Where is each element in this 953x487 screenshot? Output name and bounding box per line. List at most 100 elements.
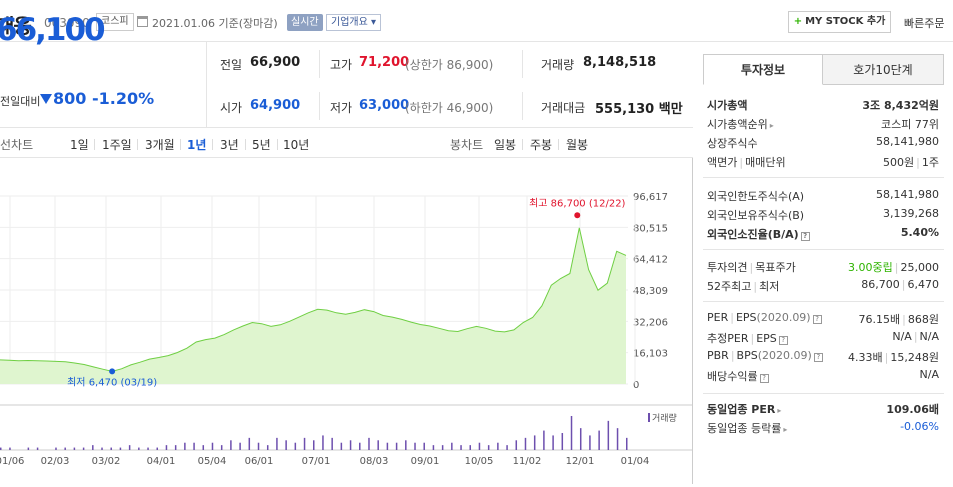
volume-bar <box>276 437 278 450</box>
industry-per-row[interactable]: 동일업종 PER ▸ 109.06배 <box>707 403 939 416</box>
y-tick-label: 96,617 <box>633 192 668 203</box>
line-chart-label: 선차트 <box>0 138 34 152</box>
volume-bar <box>543 430 545 450</box>
pbr-bps-row: PBR | BPS(2020.09)? 4.33배 | 15,248원 <box>707 349 939 364</box>
y-tick-label: 16,103 <box>633 349 668 360</box>
volume-bar <box>589 435 591 450</box>
help-icon[interactable]: ? <box>800 232 810 241</box>
price-chart[interactable]: 96,617 80,515 64,412 48,309 32,206 16,103 0 01/… <box>0 158 693 484</box>
volume-bar <box>414 442 416 450</box>
realtime-button[interactable]: 실시간 <box>287 14 323 31</box>
min-marker <box>109 368 116 375</box>
volume-bar <box>423 442 425 450</box>
tab-monthly[interactable]: 월봉 <box>566 138 589 152</box>
volume-bar <box>386 442 389 450</box>
tab-1y[interactable]: 1년 <box>187 138 207 152</box>
volume-bar <box>561 433 564 450</box>
foreign-limit-row: 외국인한도주식수(A) 58,141,980 <box>707 188 939 203</box>
help-icon[interactable]: ? <box>812 315 822 324</box>
quick-order-link[interactable]: 빠른주문 <box>904 17 945 30</box>
volume-bar <box>497 442 499 450</box>
volume-bar <box>368 437 370 450</box>
x-tick-label: 02/03 <box>41 456 70 467</box>
volume-bar <box>147 447 149 450</box>
volume-bar <box>552 435 554 450</box>
amount-value: 555,130 백만 <box>595 102 683 117</box>
tab-daily[interactable]: 일봉 <box>494 138 517 152</box>
chart-area: 96,617 80,515 64,412 48,309 32,206 16,103 0 01/… <box>0 158 693 484</box>
help-icon[interactable]: ? <box>813 353 823 362</box>
volume-bar <box>165 445 168 450</box>
w52-row: 52주최고 | 최저 86,700 | 6,470 <box>707 278 939 293</box>
tab-10y[interactable]: 10년 <box>283 138 310 152</box>
open-label: 시가 <box>220 101 243 115</box>
price-area-fill <box>0 227 626 384</box>
y-tick-label: 0 <box>633 380 639 391</box>
tab-1d[interactable]: 1일 <box>70 138 89 152</box>
volume-bar <box>294 442 297 450</box>
volume-bar <box>303 437 306 450</box>
volume-bar <box>395 442 398 450</box>
foreign-hold-row: 외국인보유주식수(B) 3,139,268 <box>707 207 939 222</box>
tab-3y[interactable]: 3년 <box>220 138 239 152</box>
current-price: 66,100 <box>0 12 106 48</box>
volume-bar <box>313 440 315 450</box>
volume-bar <box>266 445 269 450</box>
volume-bar <box>598 430 600 450</box>
face-unit-row: 액면가 | 매매단위 500원 | 1주 <box>707 156 939 169</box>
price-line <box>0 227 627 372</box>
volume-bar <box>607 420 610 450</box>
y-tick-label: 32,206 <box>633 317 668 328</box>
low-label: 저가 <box>330 101 353 115</box>
volume-bar <box>377 440 379 450</box>
y-tick-label: 64,412 <box>633 255 668 266</box>
min-label: 최저 6,470 (03/19) <box>67 376 157 388</box>
tab-3m[interactable]: 3개월 <box>145 138 175 152</box>
x-tick-label: 01/06 <box>0 456 24 467</box>
y-tick-label: 80,515 <box>633 223 668 234</box>
help-icon[interactable]: ? <box>778 336 788 345</box>
volume-bar <box>570 416 573 450</box>
volume-bar <box>285 440 287 450</box>
cap-rank-row[interactable]: 시가총액순위 ▸ 코스피 77위 <box>707 118 939 131</box>
high-label: 고가 <box>330 58 353 72</box>
caret-right-icon: ▸ <box>769 121 774 130</box>
chart-tabs <box>0 128 693 158</box>
volume-bar <box>441 445 444 450</box>
trade-date: 2021.01.06 기준(장마감) <box>152 17 278 30</box>
dividend-row: 배당수익률? N/A <box>707 368 939 383</box>
max-label: 최고 86,700 (12/22) <box>529 197 625 209</box>
corp-info-dropdown[interactable]: 기업개요 ▾ <box>326 14 382 31</box>
x-tick-label: 05/04 <box>198 456 227 467</box>
low-limit: (하한가 46,900) <box>405 101 494 115</box>
volume-bar <box>506 445 508 450</box>
volume-legend: 거래량 <box>648 411 677 424</box>
help-icon[interactable]: ? <box>759 374 769 383</box>
per-eps-row: PER | EPS(2020.09)? 76.15배 | 868원 <box>707 311 939 326</box>
tab-weekly[interactable]: 주봉 <box>530 138 553 152</box>
prev-label: 전일 <box>220 58 243 72</box>
x-tick-label: 04/01 <box>147 456 176 467</box>
tab-invest-info[interactable]: 투자정보 <box>703 54 823 85</box>
volume-bar <box>469 445 471 450</box>
x-tick-label: 11/02 <box>513 456 542 467</box>
volume-bar <box>128 445 131 450</box>
tab-orderbook[interactable]: 호가10단계 <box>823 54 944 85</box>
prev-value: 66,900 <box>250 55 301 70</box>
stock-code: 003090 <box>44 16 90 30</box>
add-mystock-button[interactable]: + MY STOCK 추가 <box>788 11 891 33</box>
volume-bar <box>55 447 57 450</box>
volume-bar <box>193 442 195 450</box>
tab-5y[interactable]: 5년 <box>252 138 271 152</box>
tab-1w[interactable]: 1주일 <box>102 138 132 152</box>
market-cap-row: 시가총액 3조 8,432억원 <box>707 99 939 112</box>
volume-bar <box>27 447 30 450</box>
x-tick-label: 01/04 <box>621 456 650 467</box>
change-label: 전일대비 <box>0 95 41 108</box>
volume-bar <box>156 447 158 450</box>
x-tick-label: 03/02 <box>92 456 121 467</box>
industry-change-row[interactable]: 동일업종 등락률 ▸ -0.06% <box>707 420 939 435</box>
opinion-row: 투자의견 | 목표주가 3.00중립 | 25,000 <box>707 261 939 274</box>
volume-bar <box>487 445 490 450</box>
volume-bar <box>340 442 343 450</box>
